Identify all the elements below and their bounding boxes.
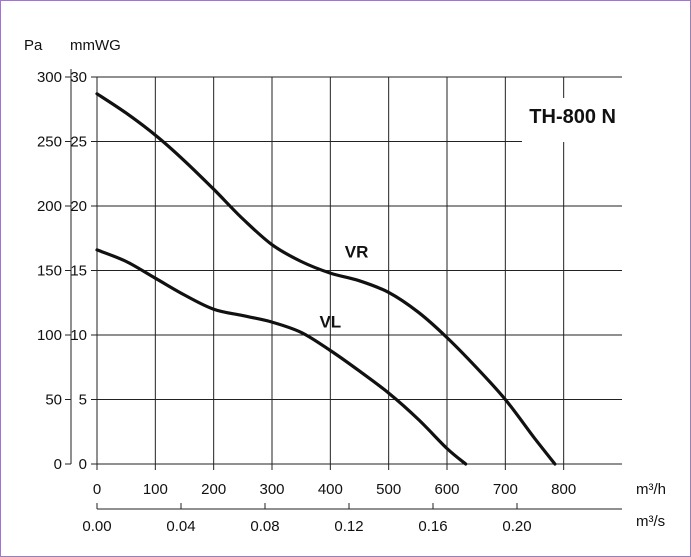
- tick-label-m3s-0.16: 0.16: [418, 518, 447, 535]
- tick-label-m3h-0: 0: [93, 481, 101, 498]
- tick-label-m3h-800: 800: [551, 481, 576, 498]
- tick-label-mmwg-5: 5: [79, 392, 87, 409]
- tick-label-m3s-0.04: 0.04: [166, 518, 195, 535]
- tick-label-m3h-700: 700: [493, 481, 518, 498]
- tick-label-m3s-0.08: 0.08: [250, 518, 279, 535]
- x-unit-m3h: m³/h: [636, 481, 666, 498]
- tick-label-mmwg-15: 15: [70, 263, 87, 280]
- series-lines: VR VL: [95, 92, 557, 466]
- series-label-vr: VR: [345, 243, 369, 262]
- tick-label-mmwg-20: 20: [70, 198, 87, 215]
- tick-label-m3s-0.20: 0.20: [502, 518, 531, 535]
- y-unit-pa: Pa: [24, 37, 43, 54]
- tick-label-mmwg-0: 0: [79, 456, 87, 473]
- series-line-vl: [95, 248, 468, 466]
- title-box: [522, 98, 622, 142]
- tick-label-m3h-200: 200: [201, 481, 226, 498]
- tick-label-pa-150: 150: [37, 263, 62, 280]
- chart-title: TH-800 N: [529, 106, 616, 128]
- tick-label-m3h-500: 500: [376, 481, 401, 498]
- tick-label-m3h-300: 300: [259, 481, 284, 498]
- tick-label-m3h-400: 400: [318, 481, 343, 498]
- y-unit-mmwg: mmWG: [70, 37, 121, 54]
- tick-label-pa-50: 50: [45, 392, 62, 409]
- tick-label-pa-100: 100: [37, 327, 62, 344]
- tick-label-mmwg-10: 10: [70, 327, 87, 344]
- tick-label-mmwg-30: 30: [70, 69, 87, 86]
- tick-label-pa-200: 200: [37, 198, 62, 215]
- series-line-vr: [95, 92, 557, 466]
- series-label-vl: VL: [319, 312, 341, 331]
- x-unit-m3s: m³/s: [636, 513, 665, 530]
- tick-label-m3s-0.12: 0.12: [334, 518, 363, 535]
- tick-label-pa-250: 250: [37, 134, 62, 151]
- tick-label-mmwg-25: 25: [70, 134, 87, 151]
- tick-label-pa-0: 0: [54, 456, 62, 473]
- tick-label-m3s-0.00: 0.00: [82, 518, 111, 535]
- tick-label-m3h-100: 100: [143, 481, 168, 498]
- axes: [65, 69, 622, 510]
- tick-label-m3h-600: 600: [434, 481, 459, 498]
- tick-label-pa-300: 300: [37, 69, 62, 86]
